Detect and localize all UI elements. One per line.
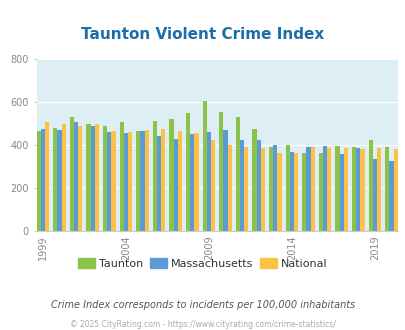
Bar <box>177 131 181 231</box>
Bar <box>351 147 355 231</box>
Bar <box>74 121 78 231</box>
Bar <box>173 139 177 231</box>
Bar <box>339 154 343 231</box>
Bar <box>252 129 256 231</box>
Bar <box>306 147 310 231</box>
Bar <box>285 145 289 231</box>
Bar <box>206 132 211 231</box>
Bar <box>239 140 244 231</box>
Bar <box>322 146 326 231</box>
Bar <box>235 117 239 231</box>
Bar <box>53 128 57 231</box>
Bar <box>107 132 111 231</box>
Bar <box>194 133 198 231</box>
Legend: Taunton, Massachusetts, National: Taunton, Massachusetts, National <box>73 254 332 273</box>
Bar <box>190 135 194 231</box>
Bar <box>57 130 62 231</box>
Bar <box>223 130 227 231</box>
Bar <box>355 148 360 231</box>
Bar <box>376 148 380 231</box>
Bar <box>119 121 124 231</box>
Bar <box>388 161 393 231</box>
Bar <box>301 153 306 231</box>
Bar <box>111 131 115 231</box>
Bar <box>343 148 347 231</box>
Bar <box>273 145 277 231</box>
Bar <box>144 130 149 231</box>
Bar <box>86 124 90 231</box>
Bar <box>326 148 330 231</box>
Bar <box>128 132 132 231</box>
Bar <box>152 120 157 231</box>
Bar <box>256 140 260 231</box>
Bar <box>219 112 223 231</box>
Bar <box>244 147 248 231</box>
Bar <box>90 126 94 231</box>
Bar <box>124 133 128 231</box>
Bar <box>62 124 66 231</box>
Bar <box>185 113 190 231</box>
Bar <box>161 129 165 231</box>
Bar <box>169 119 173 231</box>
Bar <box>318 153 322 231</box>
Bar <box>260 148 264 231</box>
Bar <box>372 159 376 231</box>
Bar <box>360 149 364 231</box>
Bar <box>289 152 293 231</box>
Text: Crime Index corresponds to incidents per 100,000 inhabitants: Crime Index corresponds to incidents per… <box>51 300 354 310</box>
Bar <box>140 131 144 231</box>
Bar <box>211 140 215 231</box>
Bar <box>310 147 314 231</box>
Bar <box>136 131 140 231</box>
Bar <box>293 153 298 231</box>
Bar <box>227 145 231 231</box>
Bar <box>94 124 99 231</box>
Bar <box>368 140 372 231</box>
Bar <box>45 121 49 231</box>
Bar <box>202 101 206 231</box>
Bar <box>157 136 161 231</box>
Bar <box>277 153 281 231</box>
Bar <box>40 129 45 231</box>
Bar <box>70 117 74 231</box>
Bar <box>103 126 107 231</box>
Bar <box>335 146 339 231</box>
Text: © 2025 CityRating.com - https://www.cityrating.com/crime-statistics/: © 2025 CityRating.com - https://www.city… <box>70 319 335 329</box>
Bar <box>269 147 273 231</box>
Bar <box>36 131 40 231</box>
Bar <box>78 126 82 231</box>
Text: Taunton Violent Crime Index: Taunton Violent Crime Index <box>81 27 324 42</box>
Bar <box>393 149 397 231</box>
Bar <box>384 147 388 231</box>
